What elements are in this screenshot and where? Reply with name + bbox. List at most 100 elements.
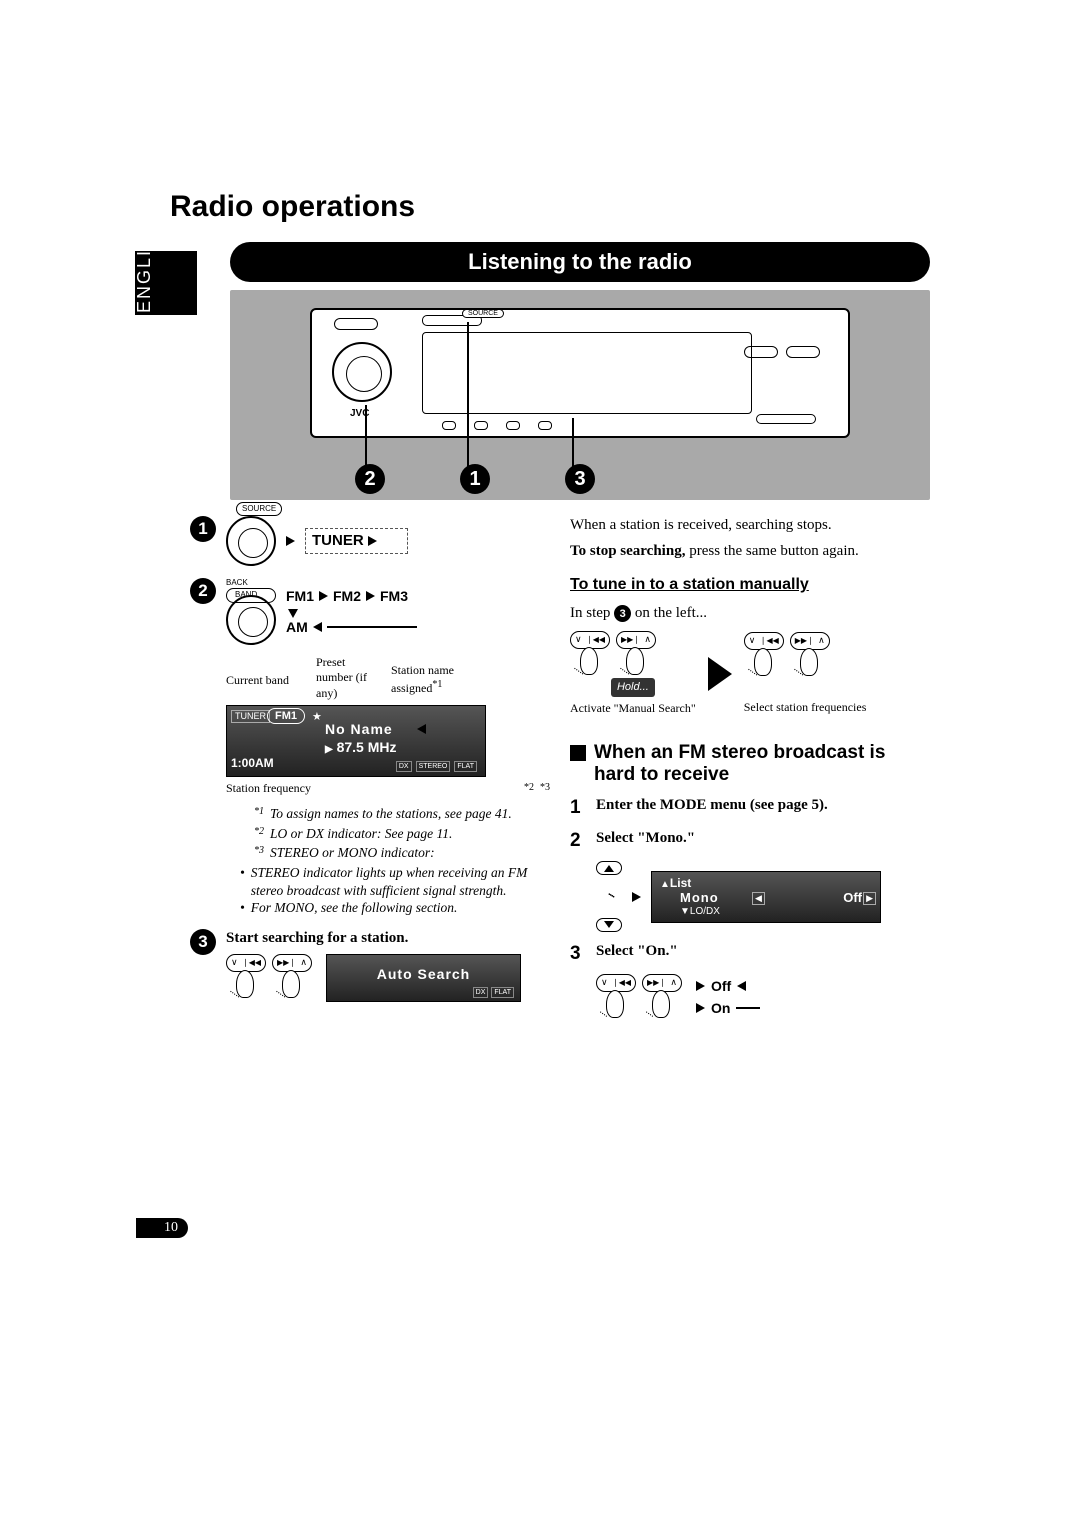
lcd-list-label: List (670, 876, 691, 890)
lcd-frequency: ▶ 87.5 MHz (325, 738, 397, 756)
step-2: 2 BACK BAND FM1 FM2 FM3 (190, 578, 550, 917)
lcd-next-marker-icon: ▶ (863, 892, 876, 906)
prev-button-illustration: ∨❘◀◀ ····· (226, 954, 266, 1000)
device-source-label: SOURCE (462, 309, 504, 318)
lcd-preset-star-icon: ★ (312, 710, 322, 724)
preset-number-label: Preset number (if any) (316, 655, 376, 702)
arrow-right-icon (696, 981, 705, 991)
back-label: BACK (226, 578, 276, 588)
mono-select-diagram: ···· ▲List Mono ◀ Off ▶ ▼LO/DX (596, 861, 930, 931)
on-label: On (711, 999, 730, 1017)
manual-tune-heading: To tune in to a station manually (570, 575, 930, 596)
tuner-lcd-screenshot: TUNER FM1 ★ No Name ▶ 87.5 MHz 1:00AM DX… (226, 705, 486, 777)
lcd-tuner-tag: TUNER (231, 710, 270, 724)
step-1: 1 SOURCE TUNER (190, 516, 550, 566)
device-small-button-top-left (334, 318, 378, 330)
fm3-label: FM3 (380, 587, 408, 605)
source-oval-label: SOURCE (236, 502, 282, 516)
off-label: Off (711, 977, 731, 995)
device-callout-row: 2 1 3 (355, 464, 595, 494)
current-band-label: Current band (226, 673, 289, 689)
square-bullet-icon (570, 745, 586, 761)
two-column-layout: 1 SOURCE TUNER 2 (190, 516, 930, 1020)
left-column: 1 SOURCE TUNER 2 (190, 516, 550, 1020)
device-display-screen (422, 332, 752, 414)
step-text: Enter the MODE menu (see page 5). (596, 796, 828, 816)
chevron-up-icon (604, 865, 614, 872)
up-down-control: ···· (596, 861, 622, 931)
page-number-badge: 10 (150, 1218, 188, 1238)
arrow-right-icon (696, 1003, 705, 1013)
footnote-sub-bullet: •STEREO indicator lights up when receivi… (240, 864, 550, 899)
next-button-illustration: ▶▶❘∧ ····· (272, 954, 312, 1000)
next-button-illustration: ▶▶❘∧····· (616, 631, 656, 677)
arrow-left-icon (737, 981, 746, 991)
device-eject-area (756, 414, 816, 424)
arrow-right-icon (286, 536, 295, 546)
lcd-prev-marker-icon: ◀ (752, 892, 765, 906)
arrow-up-icon (288, 609, 298, 618)
lcd-band-badge: FM1 (267, 708, 305, 724)
lcd-arrow-icon (417, 724, 426, 734)
lcd-clock: 1:00AM (231, 756, 274, 772)
arrow-left-icon (313, 622, 322, 632)
device-bottom-buttons (442, 421, 552, 430)
hold-badge: Hold... (611, 678, 655, 696)
chevron-down-icon (604, 921, 614, 928)
hero-heading: Listening to the radio (230, 242, 930, 282)
on-off-diagram: ∨❘◀◀···· ▶▶❘∧···· Off On (596, 974, 930, 1020)
step-text: Select "On." (596, 942, 678, 962)
step-number: 1 (570, 796, 588, 821)
language-label: ENGLISH (113, 220, 175, 313)
auto-search-text: Auto Search (377, 965, 470, 983)
station-frequency-label: Station frequency (226, 781, 311, 800)
mono-list-lcd: ▲List Mono ◀ Off ▶ ▼LO/DX (651, 871, 881, 923)
device-control-knob (332, 342, 392, 402)
footnote-refs: *2 *3 (524, 781, 550, 800)
band-cycle-row: FM1 FM2 FM3 (286, 587, 417, 605)
in-step-line: In step 3 on the left... (570, 604, 930, 624)
step-3: 3 Start searching for a station. ∨❘◀◀ ··… (190, 929, 550, 1003)
tuner-label: TUNER (312, 531, 364, 551)
leader-line (467, 322, 469, 475)
lcd-dx-indicator: DX (396, 761, 412, 772)
big-arrow-right-icon (708, 657, 732, 691)
callout-2: 2 (355, 464, 385, 494)
lcd-flat-indicator: FLAT (454, 761, 477, 772)
auto-search-lcd: Auto Search DXFLAT (326, 954, 521, 1002)
lcd-off-value: Off (843, 890, 862, 907)
select-freq-caption: Select station frequencies (744, 700, 867, 716)
lcd-flat-indicator: FLAT (491, 987, 514, 998)
arrow-right-icon (366, 591, 375, 601)
lcd-dx-indicator: DX (473, 987, 489, 998)
step-text: Select "Mono." (596, 829, 695, 849)
footnote-sup: *3 (254, 844, 264, 862)
footnote-sub-bullet: •For MONO, see the following section. (240, 899, 550, 917)
arrow-right-icon (368, 536, 377, 546)
mode-step-2: 2 Select "Mono." (570, 829, 930, 854)
footnote-list: *1 To assign names to the stations, see p… (254, 805, 550, 862)
arrow-right-icon (319, 591, 328, 601)
footnote-text: To assign names to the stations, see pag… (270, 805, 512, 823)
inline-step-number-icon: 3 (614, 605, 631, 622)
step-1-number: 1 (190, 516, 216, 542)
mode-step-1: 1 Enter the MODE menu (see page 5). (570, 796, 930, 821)
callout-1: 1 (460, 464, 490, 494)
stop-searching-text: To stop searching, press the same button… (570, 542, 930, 562)
device-illustration-panel: JVC SOURCE 2 1 3 (230, 290, 930, 500)
mode-step-3: 3 Select "On." (570, 942, 930, 967)
prev-button-illustration: ∨❘◀◀····· (570, 631, 610, 677)
footnote-sup: *2 (254, 825, 264, 843)
knob-icon (226, 595, 276, 645)
lcd-stereo-indicator: STEREO (416, 761, 451, 772)
am-label: AM (286, 618, 308, 636)
next-button-illustration: ▶▶❘∧···· (642, 974, 682, 1020)
callout-3: 3 (565, 464, 595, 494)
lcd-indicator-row: DX STEREO FLAT (396, 761, 477, 772)
footnote-text: STEREO or MONO indicator: (270, 844, 435, 862)
next-button-illustration: ▶▶❘∧····· (790, 632, 830, 678)
step-number: 2 (570, 829, 588, 854)
footnote-sup: *1 (254, 805, 264, 823)
page-content: Radio operations Listening to the radio … (170, 190, 930, 1020)
section-title: Radio operations (170, 190, 930, 224)
